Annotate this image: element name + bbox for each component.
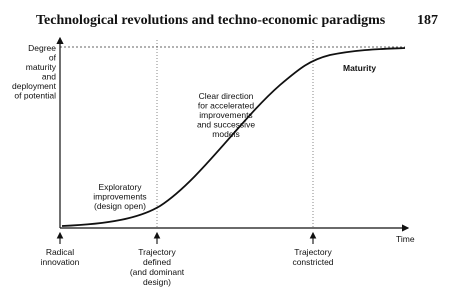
y-axis-label: deployment (12, 81, 57, 91)
phase-label: improvements (199, 110, 252, 120)
running-title: Technological revolutions and techno-eco… (36, 13, 386, 28)
y-axis-label: and (42, 72, 56, 82)
page-number: 187 (417, 13, 438, 28)
phase-label: for accelerated (198, 101, 254, 111)
milestone-label: Trajectory (294, 247, 332, 257)
phase-label: (design open) (94, 201, 146, 211)
phase-label: Clear direction (199, 91, 254, 101)
phase-label: models (212, 129, 239, 139)
milestone-label: defined (143, 257, 171, 267)
milestone-label: Radical (46, 247, 74, 257)
milestone-label: constricted (292, 257, 333, 267)
milestone-label: design) (143, 277, 171, 287)
phase-label: Maturity (343, 63, 376, 73)
milestone-label: innovation (41, 257, 80, 267)
milestone-label: (and dominant (130, 267, 185, 277)
x-axis-label: Time (396, 234, 415, 244)
y-axis-label: of (49, 53, 57, 63)
y-axis-label: of potential (14, 91, 56, 101)
phase-label: and successive (197, 120, 255, 130)
phase-label: improvements (93, 192, 146, 202)
y-axis-label: Degree (28, 43, 56, 53)
phase-label: Exploratory (99, 182, 143, 192)
milestone-label: Trajectory (138, 247, 176, 257)
y-axis-label: maturity (26, 62, 57, 72)
s-curve (61, 47, 406, 227)
